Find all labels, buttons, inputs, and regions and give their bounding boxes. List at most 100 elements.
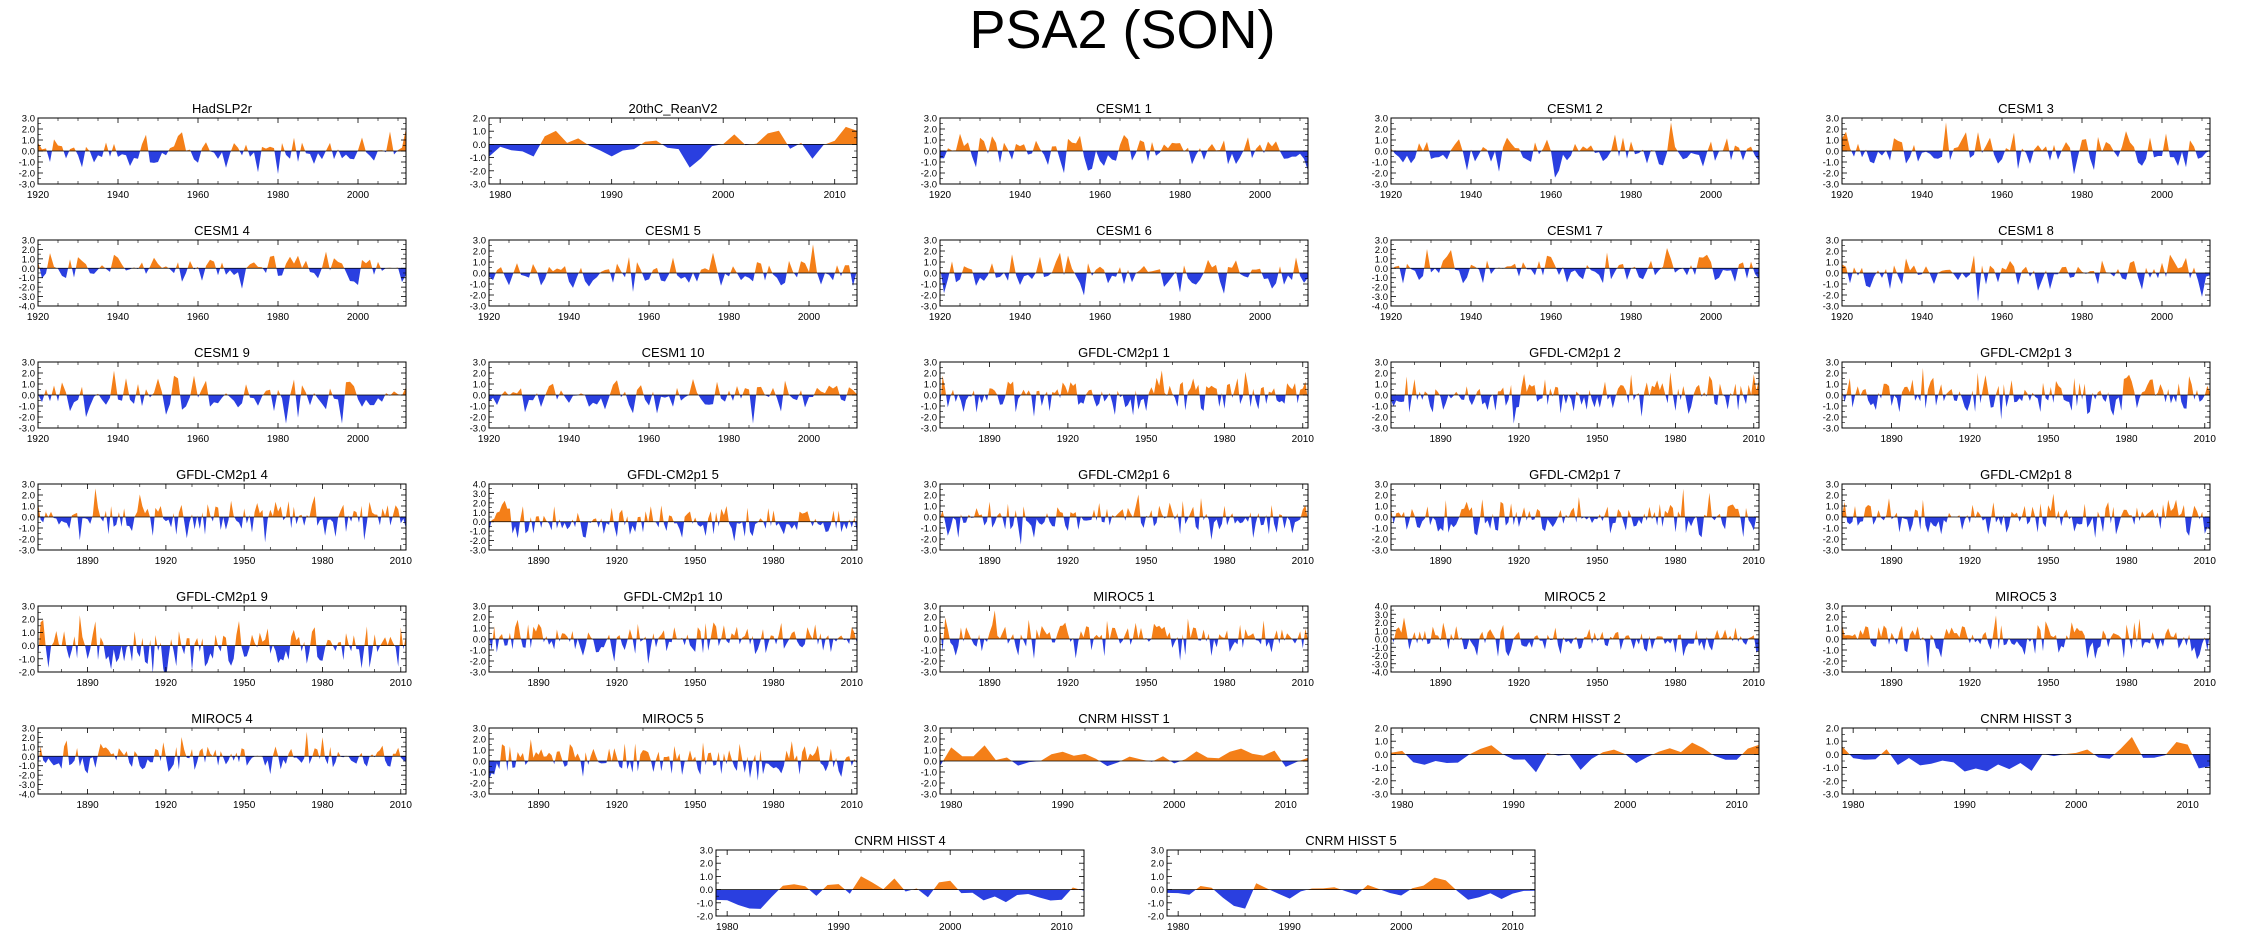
y-tick-label: 4.0 <box>1375 602 1388 613</box>
x-tick-label: 1940 <box>107 312 130 323</box>
panel-title: CNRM HISST 3 <box>1980 711 2072 726</box>
y-tick-label: -2.0 <box>1372 776 1388 787</box>
plot-frame <box>1166 849 1536 917</box>
x-tick-label: 1980 <box>1664 556 1687 567</box>
x-tick-label: 1940 <box>107 434 130 445</box>
x-tick-label: 1920 <box>606 678 629 689</box>
y-tick-label: 2.0 <box>1826 369 1839 380</box>
y-tick-label: 2.0 <box>924 369 937 380</box>
x-tick-label: 2000 <box>1614 800 1637 811</box>
x-tick-label: 1980 <box>762 800 785 811</box>
negative-area <box>38 151 406 174</box>
y-tick-label: -4.0 <box>1372 668 1388 679</box>
y-tick-label: -4.0 <box>19 790 35 801</box>
y-tick-label: -1.0 <box>1372 763 1388 774</box>
y-tick-label: 1.0 <box>22 136 35 147</box>
x-tick-label: 1920 <box>1508 678 1531 689</box>
panel-title: GFDL-CM2p1 1 <box>1078 345 1170 360</box>
x-tick-label: 2000 <box>798 312 821 323</box>
y-tick-label: 3.0 <box>1826 602 1839 613</box>
y-tick-label: 0.0 <box>473 757 486 768</box>
y-tick-label: -2.0 <box>1823 776 1839 787</box>
y-tick-label: -2.0 <box>1148 912 1164 923</box>
y-tick-label: 2.0 <box>1375 125 1388 136</box>
panel-title: 20thC_ReanV2 <box>629 101 718 116</box>
y-tick-label: -3.0 <box>470 302 486 313</box>
y-tick-label: 3.0 <box>22 114 35 125</box>
x-tick-label: 1920 <box>1959 556 1982 567</box>
y-tick-label: -3.0 <box>1372 180 1388 191</box>
y-tick-label: -1.0 <box>1823 402 1839 413</box>
y-tick-label: 1.0 <box>22 628 35 639</box>
panel-title: GFDL-CM2p1 2 <box>1529 345 1621 360</box>
positive-area <box>38 488 406 517</box>
x-tick-label: 1980 <box>718 312 741 323</box>
negative-area <box>1842 151 2210 175</box>
y-tick-label: -2.0 <box>1372 651 1388 662</box>
y-tick-label: 2.0 <box>473 613 486 624</box>
y-tick-label: -2.0 <box>697 912 713 923</box>
y-tick-label: 1.0 <box>700 872 713 883</box>
x-tick-label: 1980 <box>2115 556 2138 567</box>
positive-area <box>1391 122 1759 151</box>
y-tick-label: -1.0 <box>697 898 713 909</box>
y-tick-label: -1.0 <box>470 402 486 413</box>
y-tick-label: 2.0 <box>924 613 937 624</box>
x-tick-label: 1990 <box>1279 922 1302 933</box>
panel-title: CESM1 8 <box>1998 223 2054 238</box>
x-tick-label: 1920 <box>1831 190 1854 201</box>
panel-title: MIROC5 2 <box>1544 589 1605 604</box>
x-tick-label: 1950 <box>1135 678 1158 689</box>
y-tick-label: 2.0 <box>1375 245 1388 256</box>
y-tick-label: 0.0 <box>22 264 35 275</box>
y-tick-label: 1.0 <box>1151 872 1164 883</box>
positive-area <box>940 252 1308 273</box>
y-tick-label: -2.0 <box>1823 169 1839 180</box>
x-tick-label: 1920 <box>1057 556 1080 567</box>
negative-area <box>1391 395 1759 424</box>
y-tick-label: -1.0 <box>1823 524 1839 535</box>
y-tick-label: 1.0 <box>1375 737 1388 748</box>
panel-title: GFDL-CM2p1 3 <box>1980 345 2072 360</box>
x-tick-label: 2010 <box>1726 800 1749 811</box>
x-tick-label: 2010 <box>2194 678 2217 689</box>
x-tick-label: 1960 <box>1991 190 2014 201</box>
y-tick-label: 1.0 <box>1375 502 1388 513</box>
y-tick-label: 1.0 <box>473 380 486 391</box>
x-tick-label: 1960 <box>638 434 661 445</box>
x-tick-label: 1950 <box>233 678 256 689</box>
negative-area <box>940 517 1308 545</box>
y-tick-label: -2.0 <box>921 779 937 790</box>
x-tick-label: 2000 <box>2151 312 2174 323</box>
x-tick-label: 1980 <box>1664 678 1687 689</box>
x-tick-label: 1980 <box>1842 800 1865 811</box>
y-tick-label: -2.0 <box>921 413 937 424</box>
panel-gfdl-cm2p1-9: GFDL-CM2p1 9 3.0 2.0 1.0 0.0 -1.0 -2.0 1890 1920… <box>19 589 413 689</box>
y-tick-label: -1.0 <box>921 402 937 413</box>
x-tick-label: 1980 <box>1169 190 1192 201</box>
y-tick-label: 0.0 <box>22 147 35 158</box>
negative-area <box>940 273 1308 296</box>
y-tick-label: -4.0 <box>19 302 35 313</box>
panel-title: CESM1 10 <box>642 345 705 360</box>
y-tick-label: 2.0 <box>1826 491 1839 502</box>
x-tick-label: 1980 <box>2115 434 2138 445</box>
y-tick-label: -2.0 <box>1823 535 1839 546</box>
panel-title: CNRM HISST 1 <box>1078 711 1170 726</box>
y-tick-label: 0.0 <box>473 391 486 402</box>
y-tick-label: 2.0 <box>473 735 486 746</box>
x-tick-label: 1920 <box>1057 678 1080 689</box>
x-tick-label: 1990 <box>1052 800 1075 811</box>
positive-area <box>540 126 857 145</box>
y-tick-label: 1.0 <box>1375 380 1388 391</box>
positive-area <box>1391 617 1759 639</box>
y-tick-label: 2.0 <box>22 615 35 626</box>
x-tick-label: 1980 <box>1391 800 1414 811</box>
y-tick-label: 3.0 <box>1375 236 1388 247</box>
y-tick-label: 2.0 <box>473 498 486 509</box>
